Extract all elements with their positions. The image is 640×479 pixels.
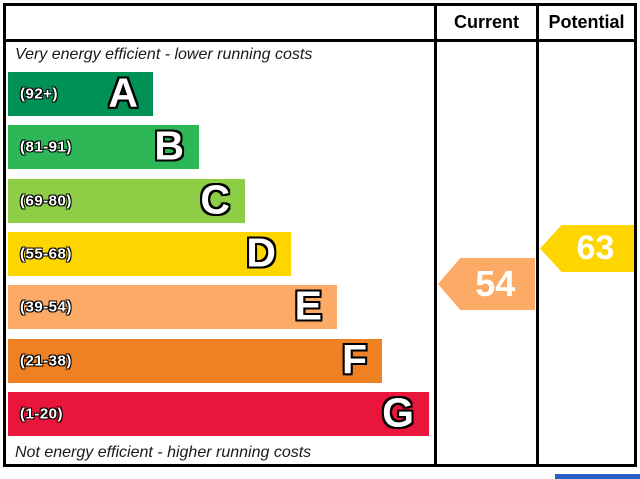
potential-rating-arrow: 63 — [540, 225, 634, 272]
current-column-header: Current — [453, 12, 519, 32]
epc-table: Current Potential Very energy efficient … — [3, 3, 637, 467]
band-range-label: (92+) — [20, 85, 58, 103]
band-bar-d: (55-68) D — [8, 232, 291, 276]
band-range-label: (81-91) — [20, 138, 72, 156]
band-letter: C — [200, 176, 230, 223]
current-rating-arrow: 54 — [438, 258, 535, 310]
current-rating-value: 54 — [475, 263, 516, 304]
potential-column-header: Potential — [548, 12, 625, 32]
band-bar-e: (39-54) E — [8, 285, 337, 329]
band-range-label: (21-38) — [20, 352, 72, 370]
band-letter: B — [154, 122, 184, 169]
band-letter: D — [246, 229, 276, 276]
band-bar-g: (1-20) G — [8, 392, 429, 436]
band-bar-c: (69-80) C — [8, 179, 245, 223]
band-bar-a: (92+) A — [8, 72, 153, 116]
band-range-label: (69-80) — [20, 192, 72, 210]
cropped-blue-strip — [555, 474, 640, 479]
band-bar-f: (21-38) F — [8, 339, 382, 383]
band-bar-b: (81-91) B — [8, 125, 199, 169]
band-letter: F — [341, 336, 367, 383]
band-range-label: (1-20) — [20, 405, 64, 423]
column-divider-potential — [536, 6, 539, 464]
band-range-label: (39-54) — [20, 298, 72, 316]
band-range-label: (55-68) — [20, 245, 72, 263]
bottom-caption: Not energy efficient - higher running co… — [15, 444, 312, 461]
potential-rating-value: 63 — [576, 229, 615, 267]
top-caption: Very energy efficient - lower running co… — [15, 46, 313, 63]
band-letter: A — [108, 69, 138, 116]
header-divider — [6, 39, 634, 42]
band-letter: E — [294, 282, 322, 329]
column-divider-current — [434, 6, 437, 464]
band-letter: G — [382, 389, 414, 436]
